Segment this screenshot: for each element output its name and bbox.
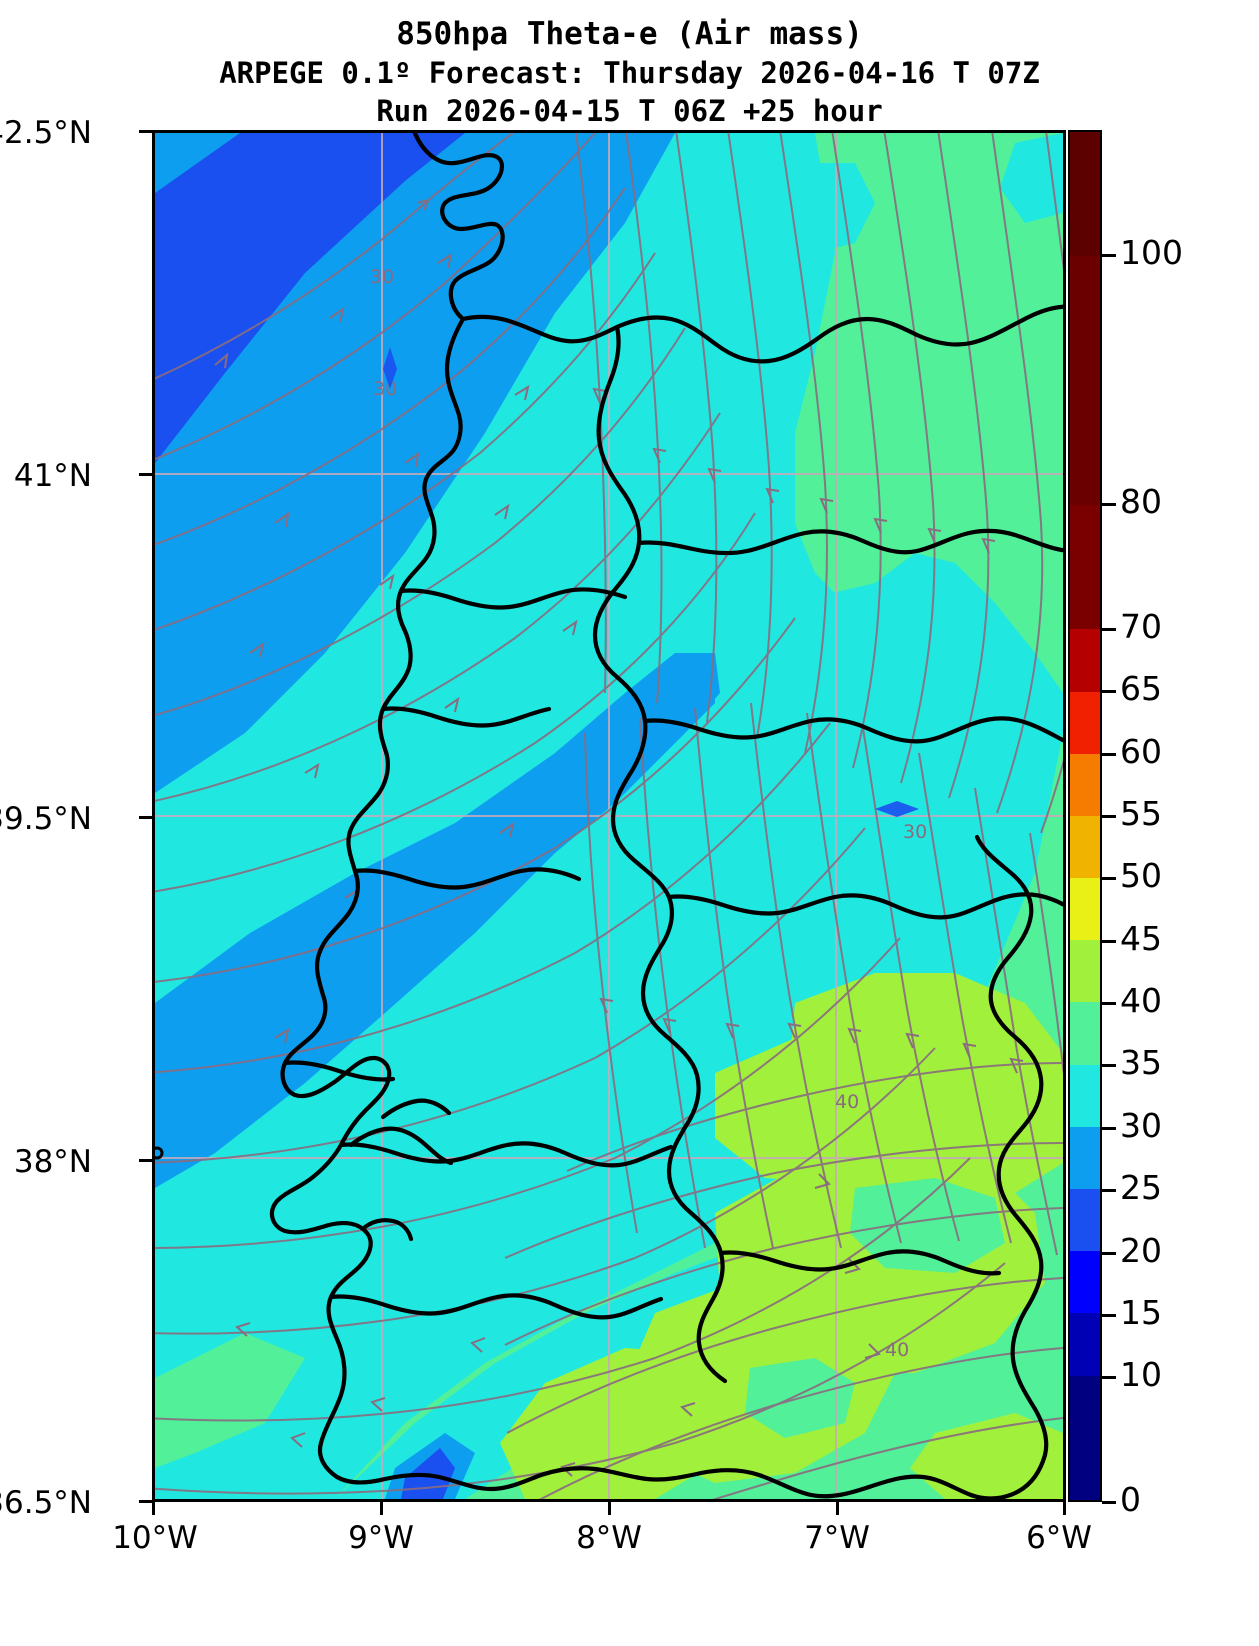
colorbar-tick-label: 100 [1120, 232, 1183, 272]
y-tick-3 [139, 1159, 152, 1162]
colorbar-tick [1102, 752, 1116, 756]
colorbar-tick [1102, 1501, 1116, 1504]
colorbar-tick [1102, 1126, 1116, 1130]
colorbar-tick-label: 30 [1120, 1105, 1162, 1145]
svg-text:30: 30 [903, 821, 927, 843]
y-axis-label-3: 38°N [13, 1144, 92, 1180]
colorbar-tick [1102, 877, 1116, 881]
colorbar-tick [1102, 1189, 1116, 1193]
x-axis-label-1: 9°W [348, 1520, 414, 1556]
page-title: 850hpa Theta-e (Air mass) [396, 16, 863, 52]
colorbar-tick-label: 25 [1120, 1168, 1162, 1208]
colorbar-tick-label: 15 [1120, 1292, 1162, 1332]
svg-text:30: 30 [370, 266, 394, 288]
colorbar-segment [1070, 629, 1100, 692]
chart-title-block: 850hpa Theta-e (Air mass) ARPEGE 0.1º Fo… [0, 0, 1259, 130]
colorbar-tick [1102, 503, 1116, 507]
colorbar-segment [1070, 132, 1100, 257]
theta-e-contour-map: 30 30 30 40 40 [155, 133, 1063, 1499]
colorbar-tick [1102, 1002, 1116, 1006]
colorbar-tick-label: 65 [1120, 669, 1162, 709]
svg-text:40: 40 [885, 1339, 909, 1361]
svg-text:30: 30 [373, 378, 397, 400]
run-subtitle: Run 2026-04-15 T 06Z +25 hour [376, 94, 883, 128]
y-tick-1 [139, 473, 152, 476]
colorbar-tick-label: 10 [1120, 1355, 1162, 1395]
x-tick-0 [152, 1502, 155, 1515]
colorbar-tick-label: 20 [1120, 1230, 1162, 1270]
colorbar-tick-label: 55 [1120, 794, 1162, 833]
y-tick-4 [139, 1500, 152, 1503]
colorbar-segment [1070, 691, 1100, 754]
colorbar [1068, 130, 1102, 1502]
y-tick-2 [139, 816, 152, 819]
colorbar-segment [1070, 878, 1100, 941]
contour-labels: 30 30 30 40 40 [370, 266, 927, 1361]
colorbar-tick [1102, 253, 1116, 257]
colorbar-segment [1070, 1251, 1100, 1314]
colorbar-tick [1102, 1313, 1116, 1317]
svg-text:40: 40 [835, 1091, 859, 1113]
contour-label-blobs [383, 347, 919, 817]
colorbar-segment [1070, 1002, 1100, 1065]
colorbar-segment [1070, 1188, 1100, 1252]
y-axis-label-1: 41°N [13, 458, 92, 494]
colorbar-tick [1102, 1064, 1116, 1068]
colorbar-segment [1070, 940, 1100, 1003]
colorbar-segment [1070, 815, 1100, 879]
colorbar-tick-label: 60 [1120, 731, 1162, 771]
colorbar-tick-label: 70 [1120, 606, 1162, 646]
colorbar-segment [1070, 1126, 1100, 1189]
forecast-subtitle: ARPEGE 0.1º Forecast: Thursday 2026-04-1… [219, 56, 1040, 90]
colorbar-segment [1070, 1375, 1100, 1500]
colorbar-tick-label: 40 [1120, 981, 1162, 1021]
colorbar-tick-label: 50 [1120, 856, 1162, 896]
map-plot-area: 30 30 30 40 40 [152, 130, 1066, 1502]
colorbar-tick [1102, 627, 1116, 631]
x-tick-3 [836, 1502, 839, 1515]
x-axis-label-0: 10°W [112, 1520, 198, 1556]
y-axis-label-2: 39.5°N [0, 801, 92, 837]
x-axis-label-3: 7°W [804, 1520, 870, 1556]
colorbar-tick-label: 80 [1120, 482, 1162, 522]
colorbar-tick-label: 45 [1120, 918, 1162, 958]
x-tick-4 [1063, 1502, 1066, 1515]
y-tick-0 [139, 130, 152, 133]
colorbar-segment [1070, 1313, 1100, 1376]
colorbar-tick [1102, 690, 1116, 694]
y-axis-label-0: 42.5°N [0, 115, 92, 151]
colorbar-tick [1102, 939, 1116, 943]
colorbar-segment [1070, 256, 1100, 506]
x-axis-label-2: 8°W [576, 1520, 642, 1556]
y-axis-label-4: 36.5°N [0, 1485, 92, 1521]
colorbar-tick [1102, 815, 1116, 818]
colorbar-segment [1070, 1064, 1100, 1127]
x-tick-2 [608, 1502, 611, 1515]
colorbar-segment [1070, 753, 1100, 816]
colorbar-segment [1070, 505, 1100, 630]
coastline-borders [155, 133, 1063, 1499]
colorbar-tick [1102, 1251, 1116, 1255]
colorbar-tick [1102, 1376, 1116, 1380]
colorbar-tick-label: 0 [1120, 1480, 1141, 1519]
wind-streamlines [155, 133, 1063, 1499]
streamline-arrowheads [214, 252, 1024, 1477]
x-axis-label-4: 6°W [1026, 1520, 1092, 1556]
colorbar-tick-label: 35 [1120, 1043, 1162, 1083]
x-tick-1 [380, 1502, 383, 1515]
